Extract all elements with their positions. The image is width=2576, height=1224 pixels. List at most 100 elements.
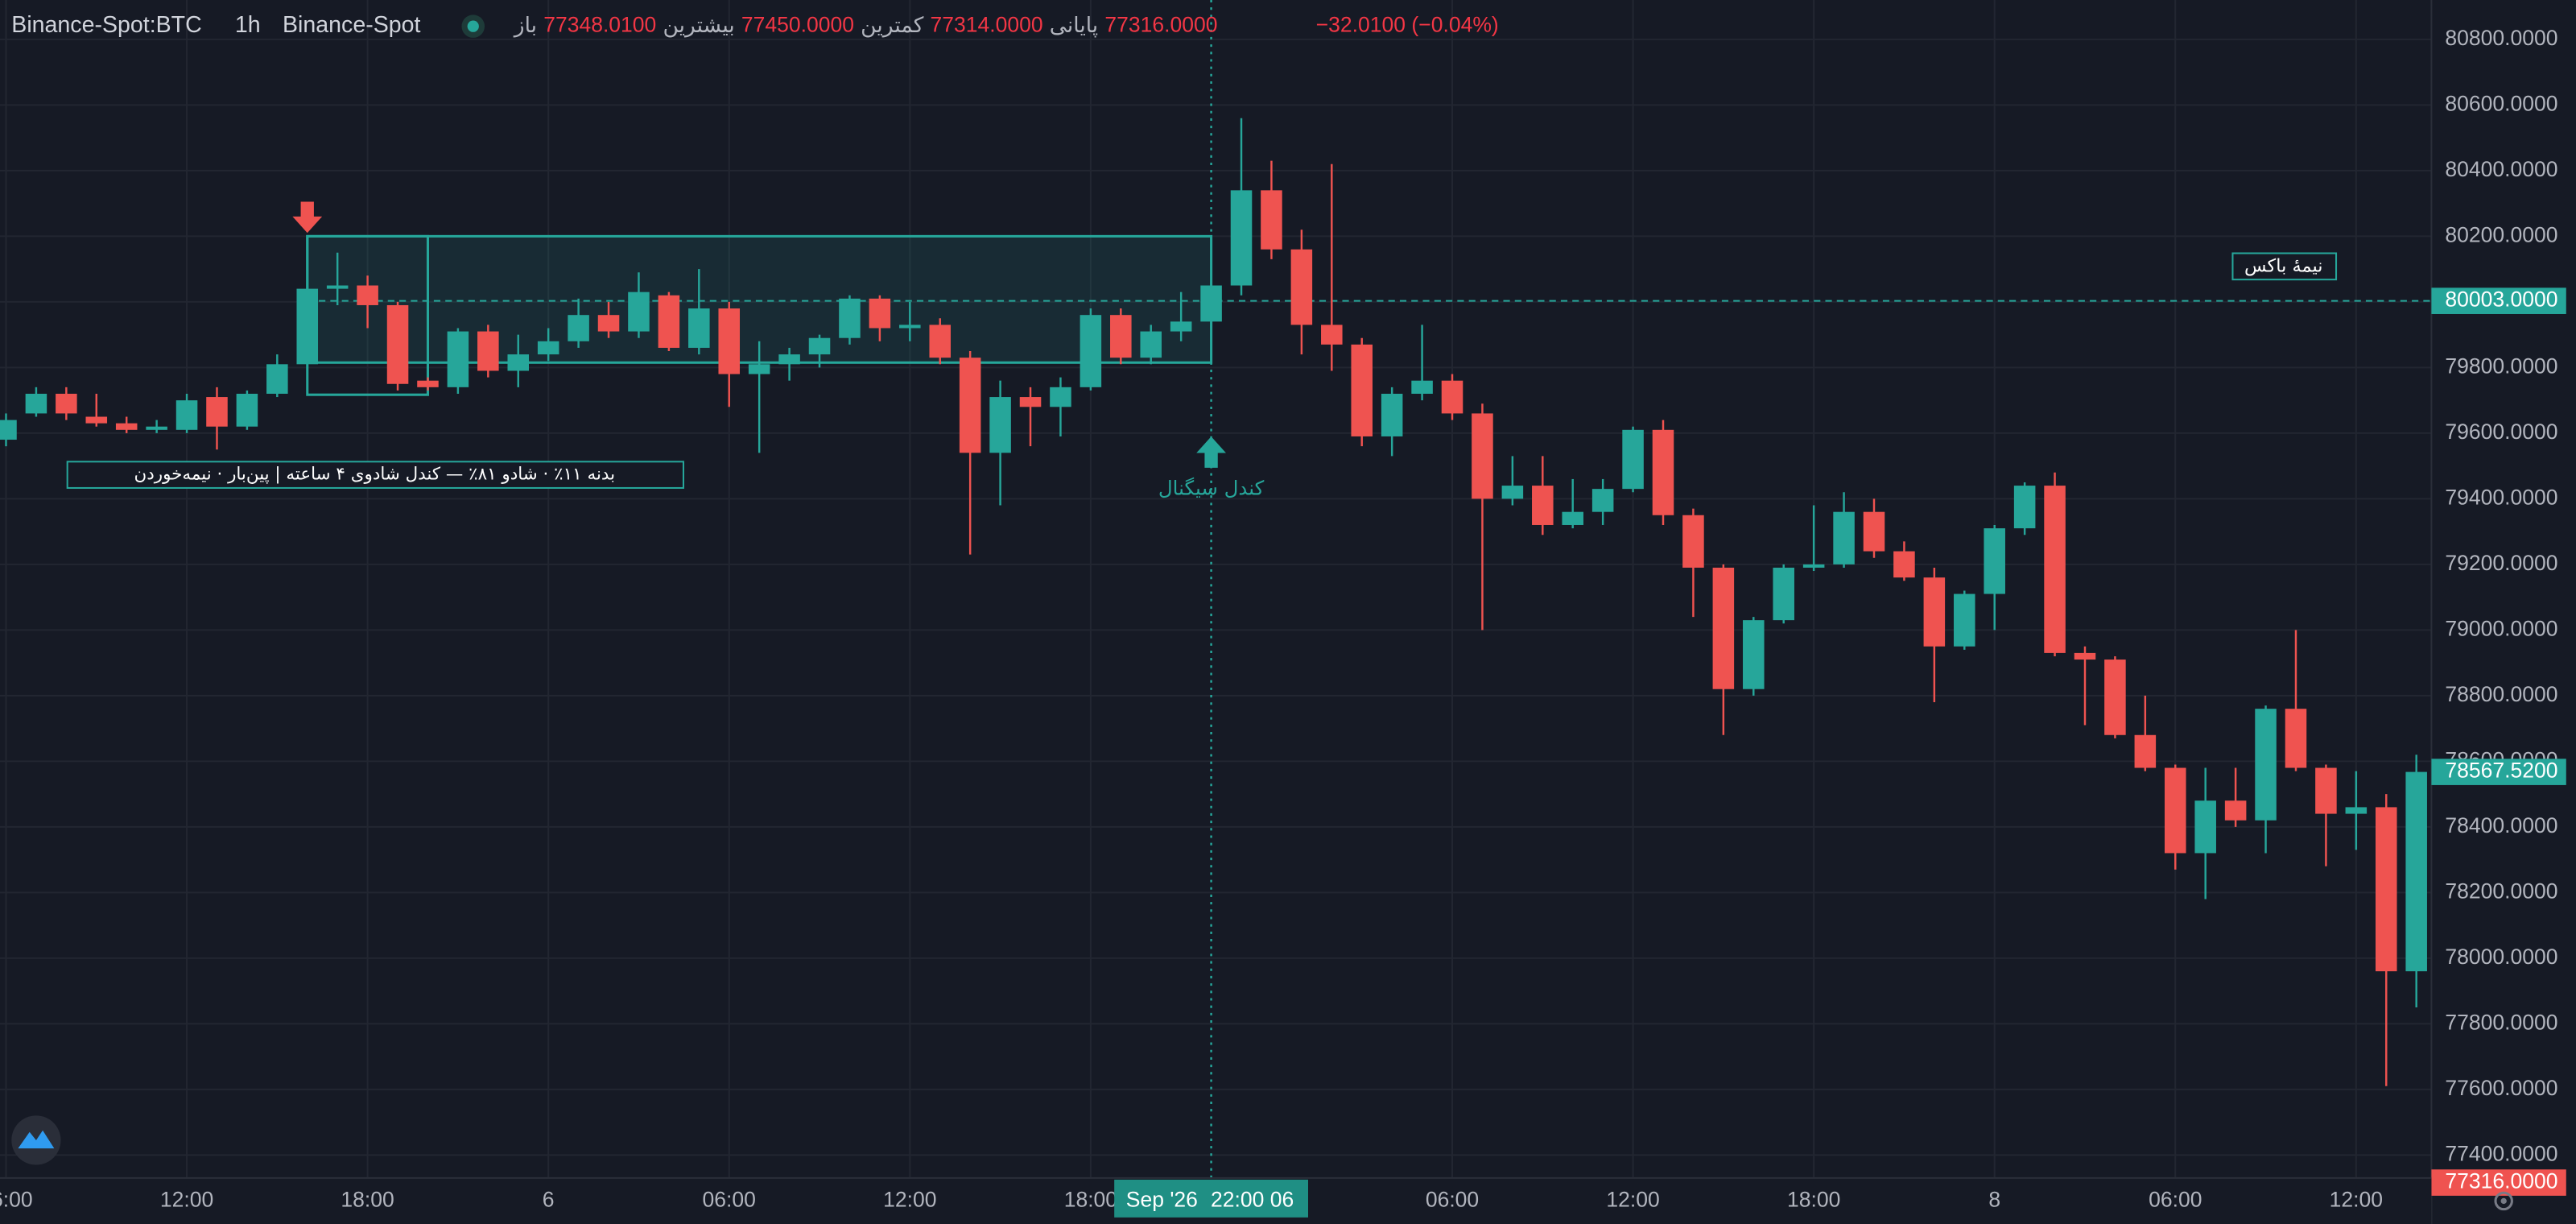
candle-body [0, 420, 17, 440]
y-tick-label: 80600.0000 [2445, 91, 2557, 115]
x-tick-label: 6 [543, 1187, 555, 1211]
status-dot [467, 20, 479, 32]
x-tick-label: 18:00 [1787, 1187, 1840, 1211]
candle-body [1019, 397, 1042, 407]
candle-body [1110, 315, 1132, 358]
candle-body [115, 423, 138, 430]
candle-body [2376, 807, 2397, 972]
interval[interactable]: 1h [235, 12, 261, 38]
candle-body [85, 416, 108, 424]
candle-body [2255, 709, 2277, 821]
field-value: 77316.0000 [1104, 13, 1217, 37]
gear-center[interactable] [2500, 1197, 2507, 1205]
candle-body [447, 331, 469, 387]
lines [307, 0, 2432, 1178]
candle-body [808, 337, 831, 355]
candle-body [597, 315, 620, 332]
candle-body [1351, 344, 1373, 436]
candle-body [236, 393, 258, 427]
candle-body [2074, 652, 2096, 660]
y-tick-label: 77600.0000 [2445, 1076, 2557, 1100]
candle-body [2315, 767, 2337, 814]
price-tag-bg [2431, 287, 2566, 314]
candle-body [628, 292, 650, 332]
field-value: 77450.0000 [741, 13, 854, 37]
candle-body [326, 285, 349, 289]
price-tag-bg [2431, 759, 2566, 785]
logo[interactable] [11, 1115, 61, 1165]
candle-body [175, 400, 198, 430]
symbol[interactable]: Binance-Spot:BTC [11, 12, 201, 38]
gear[interactable] [2494, 1191, 2513, 1211]
y-tick-label: 80800.0000 [2445, 26, 2557, 50]
y-tick-label: 78000.0000 [2445, 945, 2557, 969]
candle-body [477, 331, 499, 371]
candle-body [2013, 486, 2036, 529]
exchange[interactable]: Binance-Spot [283, 12, 420, 38]
crosshair-date: Sep '26 [1126, 1187, 1198, 1211]
candle-body [1140, 331, 1162, 358]
x-tick-label: 12:00 [1606, 1187, 1659, 1211]
candle-body [1200, 285, 1222, 322]
candle-body [2285, 709, 2307, 768]
candle-body [2345, 807, 2368, 814]
y-tick-label: 77800.0000 [2445, 1010, 2557, 1034]
candle-body [1984, 528, 2005, 594]
candle-body [959, 358, 981, 453]
note: بدنه ۱۱٪ · شادو ۸۱٪ — کندل شادوی ۴ ساعته… [134, 465, 616, 485]
candle-body [1562, 511, 1583, 525]
candle-body [1230, 190, 1253, 286]
midline-tag: نیمهٔ باکس [2244, 255, 2323, 276]
candle-body [146, 426, 167, 430]
candle-body [869, 298, 891, 329]
price-tag: 78567.5200 [2445, 759, 2557, 783]
candle-body [989, 397, 1011, 453]
field-value: 77348.0100 [543, 13, 656, 37]
settings-icon[interactable] [2494, 1191, 2513, 1211]
candle-body [2165, 767, 2186, 854]
x-tick-label: 06:00 [2149, 1187, 2202, 1211]
candle-body [2405, 771, 2427, 972]
y-tick-label: 78800.0000 [2445, 682, 2557, 706]
crosshair-time: 22:00 06 [1211, 1187, 1294, 1211]
header: Binance-Spot:BTC 1h Binance-Spot −32.010… [11, 12, 1498, 38]
field-label: پایانی [1050, 13, 1098, 38]
field-value: 77314.0000 [930, 13, 1042, 37]
y-tick-label: 78200.0000 [2445, 879, 2557, 903]
candle-body [1261, 190, 1282, 250]
y-tick-label: 80200.0000 [2445, 222, 2557, 246]
candle-body [1622, 429, 1644, 490]
candle-body [2194, 800, 2216, 854]
candle-body [748, 364, 770, 374]
candle-body [266, 364, 288, 394]
field-label: کمترین [861, 13, 924, 38]
y-tick-label: 78400.0000 [2445, 813, 2557, 837]
candle-body [1743, 620, 1765, 689]
x-tick-label: 12:00 [160, 1187, 213, 1211]
price-axis-labels: 77400.0000 77600.0000 77800.0000 78000.0000… [2431, 26, 2566, 1196]
y-tick-label: 79000.0000 [2445, 616, 2557, 640]
field-label: بیشترین [663, 13, 734, 38]
candle-body [1954, 593, 1975, 647]
x-tick-label: 06:00 [703, 1187, 756, 1211]
crosshair-tag-bg [1114, 1179, 1308, 1218]
candle-body [1381, 393, 1403, 436]
logo-mark[interactable] [18, 1130, 55, 1149]
arrow-label: کندل سیگنال [1158, 476, 1265, 499]
y-tick-label: 79600.0000 [2445, 420, 2557, 444]
x-tick-label: 8 [1988, 1187, 2000, 1211]
candle-body [1472, 413, 1493, 499]
candle-body [778, 354, 800, 365]
candle-body [25, 393, 47, 414]
signal-arrow [1196, 436, 1226, 468]
candle-body [206, 397, 228, 427]
candle-body [2044, 486, 2066, 653]
y-tick-label: 80400.0000 [2445, 157, 2557, 181]
price-tag-bg [2431, 1169, 2566, 1196]
candle-body [1290, 249, 1313, 325]
candle-body [839, 298, 861, 338]
candle-body [1532, 486, 1554, 525]
